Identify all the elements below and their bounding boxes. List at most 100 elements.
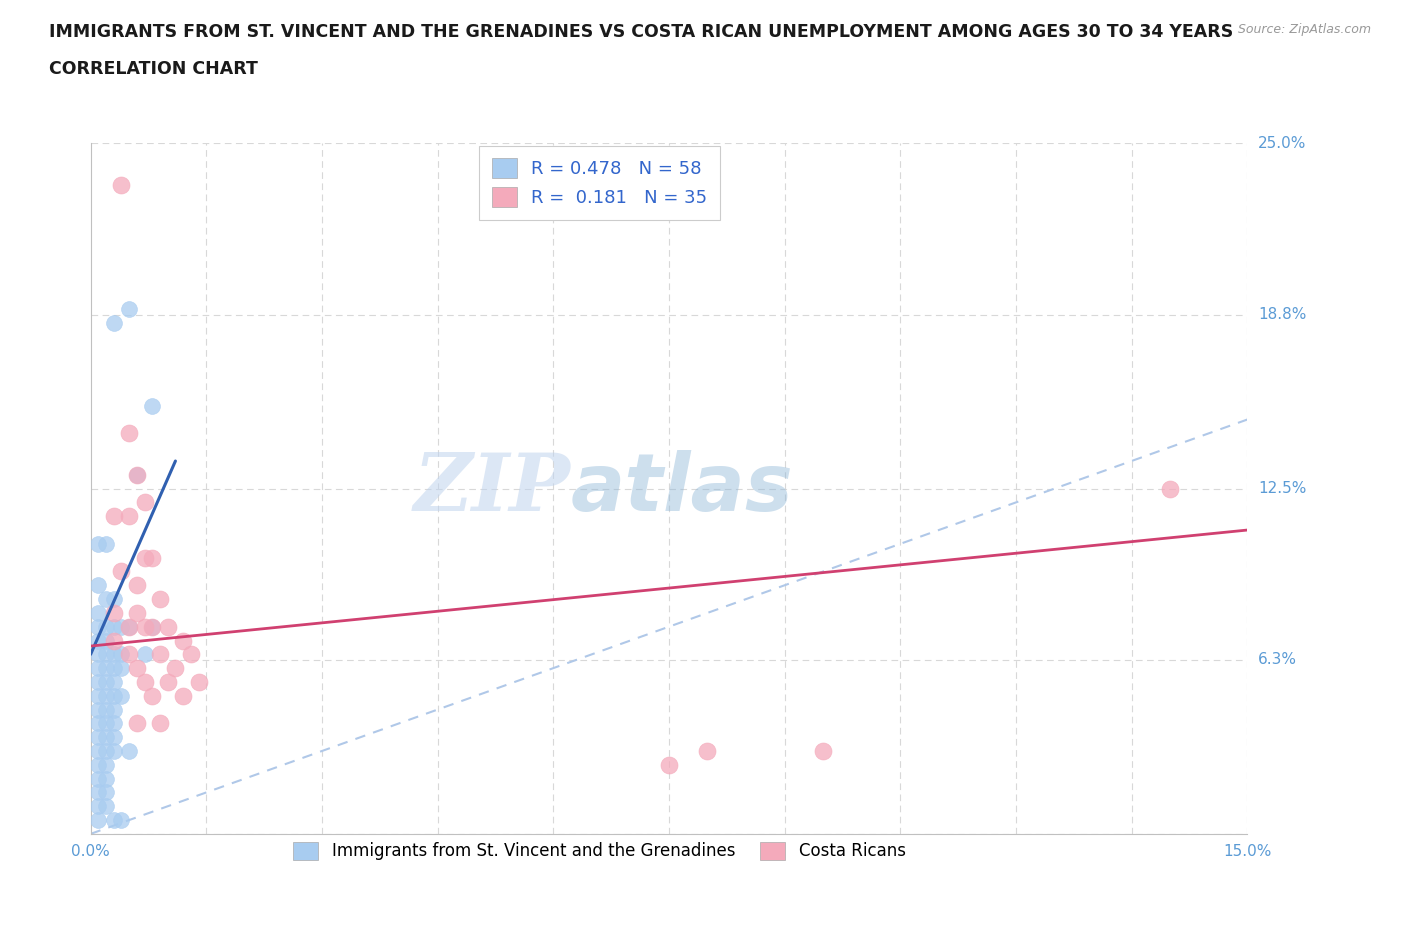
Point bbox=[94, 619, 117, 634]
Point bbox=[103, 702, 125, 717]
Point bbox=[87, 537, 110, 551]
Point bbox=[149, 716, 172, 731]
Point bbox=[141, 619, 163, 634]
Point bbox=[125, 578, 148, 592]
Point bbox=[658, 757, 681, 772]
Point bbox=[110, 647, 132, 662]
Point bbox=[1159, 481, 1181, 496]
Point bbox=[696, 744, 718, 759]
Point bbox=[103, 744, 125, 759]
Point bbox=[118, 426, 141, 441]
Point bbox=[87, 674, 110, 689]
Point bbox=[103, 730, 125, 745]
Point bbox=[87, 633, 110, 648]
Point bbox=[134, 551, 156, 565]
Point bbox=[125, 716, 148, 731]
Point bbox=[156, 674, 179, 689]
Point bbox=[110, 619, 132, 634]
Point bbox=[87, 785, 110, 800]
Point bbox=[94, 757, 117, 772]
Point bbox=[87, 744, 110, 759]
Point bbox=[141, 398, 163, 413]
Point bbox=[87, 660, 110, 675]
Point bbox=[103, 633, 125, 648]
Point bbox=[118, 619, 141, 634]
Point bbox=[94, 537, 117, 551]
Text: ZIP: ZIP bbox=[413, 450, 571, 527]
Point bbox=[94, 688, 117, 703]
Point bbox=[125, 605, 148, 620]
Point bbox=[94, 633, 117, 648]
Point bbox=[118, 619, 141, 634]
Point bbox=[134, 619, 156, 634]
Point bbox=[103, 674, 125, 689]
Legend: Immigrants from St. Vincent and the Grenadines, Costa Ricans: Immigrants from St. Vincent and the Gren… bbox=[287, 835, 912, 867]
Point bbox=[94, 660, 117, 675]
Point bbox=[94, 591, 117, 606]
Point bbox=[110, 660, 132, 675]
Text: 12.5%: 12.5% bbox=[1258, 481, 1306, 496]
Point bbox=[180, 647, 202, 662]
Point bbox=[103, 315, 125, 330]
Point bbox=[172, 633, 194, 648]
Point bbox=[141, 688, 163, 703]
Point bbox=[134, 647, 156, 662]
Text: 6.3%: 6.3% bbox=[1258, 652, 1298, 668]
Point bbox=[134, 674, 156, 689]
Text: 18.8%: 18.8% bbox=[1258, 307, 1306, 322]
Point bbox=[103, 716, 125, 731]
Point bbox=[103, 660, 125, 675]
Point bbox=[87, 605, 110, 620]
Point bbox=[118, 509, 141, 524]
Point bbox=[149, 591, 172, 606]
Point bbox=[118, 744, 141, 759]
Point bbox=[87, 578, 110, 592]
Point bbox=[118, 301, 141, 316]
Point bbox=[94, 647, 117, 662]
Point bbox=[94, 716, 117, 731]
Point bbox=[103, 509, 125, 524]
Point bbox=[103, 619, 125, 634]
Text: CORRELATION CHART: CORRELATION CHART bbox=[49, 60, 259, 78]
Point bbox=[94, 744, 117, 759]
Point bbox=[87, 647, 110, 662]
Point bbox=[87, 771, 110, 786]
Point bbox=[141, 551, 163, 565]
Point bbox=[110, 178, 132, 193]
Point bbox=[110, 813, 132, 828]
Point bbox=[94, 771, 117, 786]
Point bbox=[156, 619, 179, 634]
Point bbox=[125, 468, 148, 483]
Point bbox=[103, 688, 125, 703]
Point bbox=[87, 799, 110, 814]
Point bbox=[87, 716, 110, 731]
Point bbox=[94, 702, 117, 717]
Text: 25.0%: 25.0% bbox=[1258, 136, 1306, 151]
Point bbox=[87, 619, 110, 634]
Text: Source: ZipAtlas.com: Source: ZipAtlas.com bbox=[1237, 23, 1371, 36]
Point bbox=[87, 730, 110, 745]
Point bbox=[103, 647, 125, 662]
Point bbox=[165, 660, 187, 675]
Point bbox=[141, 619, 163, 634]
Point bbox=[125, 468, 148, 483]
Point bbox=[87, 813, 110, 828]
Point bbox=[87, 757, 110, 772]
Point bbox=[87, 702, 110, 717]
Point bbox=[172, 688, 194, 703]
Text: IMMIGRANTS FROM ST. VINCENT AND THE GRENADINES VS COSTA RICAN UNEMPLOYMENT AMONG: IMMIGRANTS FROM ST. VINCENT AND THE GREN… bbox=[49, 23, 1233, 41]
Point bbox=[103, 591, 125, 606]
Point bbox=[187, 674, 209, 689]
Point bbox=[134, 495, 156, 510]
Point bbox=[149, 647, 172, 662]
Point bbox=[103, 605, 125, 620]
Point bbox=[94, 674, 117, 689]
Point bbox=[110, 565, 132, 579]
Point bbox=[94, 730, 117, 745]
Point bbox=[87, 688, 110, 703]
Point bbox=[811, 744, 834, 759]
Point bbox=[94, 799, 117, 814]
Point bbox=[125, 660, 148, 675]
Point bbox=[110, 688, 132, 703]
Text: atlas: atlas bbox=[571, 449, 793, 527]
